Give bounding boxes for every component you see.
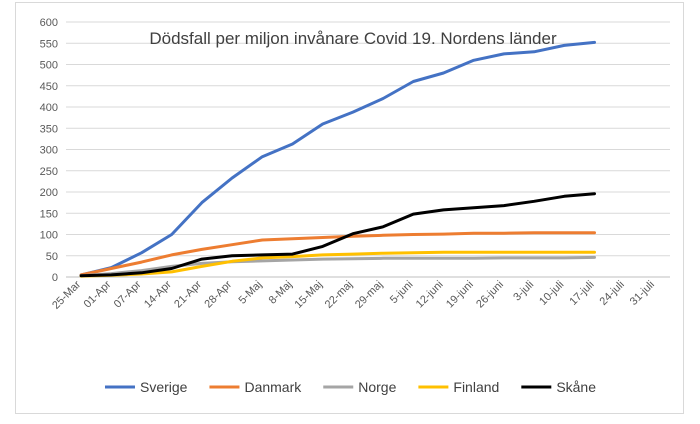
y-tick-label: 600 — [40, 17, 58, 29]
y-tick-label: 200 — [40, 187, 58, 199]
x-tick-label: 5-juni — [388, 279, 416, 307]
line-chart: 0 50 100 150 200 250 300 350 400 450 500 550 600 25-… — [40, 17, 670, 395]
legend-label: Danmark — [244, 379, 302, 395]
y-tick-label: 450 — [40, 81, 58, 93]
x-tick-label: 24-juli — [598, 279, 627, 308]
x-tick-label: 19-juni — [444, 279, 476, 311]
x-tick-label: 3-juli — [511, 279, 536, 304]
x-tick-label: 10-juli — [537, 279, 566, 308]
gridlines — [66, 21, 670, 278]
y-tick-label: 300 — [40, 145, 58, 157]
series-line-finland — [79, 250, 596, 278]
x-tick-label: 07-Apr — [112, 278, 144, 310]
x-tick-label: 12-juni — [414, 279, 446, 311]
y-tick-label: 0 — [52, 272, 58, 284]
x-tick-label: 21-Apr — [172, 278, 204, 310]
y-tick-label: 250 — [40, 166, 58, 178]
chart-area: 0 50 100 150 200 250 300 350 400 450 500 550 600 25-… — [15, 2, 684, 414]
legend-label: Sverige — [140, 379, 188, 395]
x-tick-label: 28-Apr — [202, 278, 234, 310]
y-axis-ticks: 0 50 100 150 200 250 300 350 400 450 500 550 600 — [40, 17, 58, 284]
y-tick-label: 400 — [40, 102, 58, 114]
x-tick-label: 01-Apr — [82, 278, 114, 310]
x-tick-label: 15-Maj — [293, 279, 325, 311]
y-tick-label: 500 — [40, 60, 58, 72]
x-tick-label: 17-juli — [567, 279, 596, 308]
x-tick-label: 29-maj — [353, 279, 385, 311]
y-tick-label: 550 — [40, 38, 58, 50]
x-tick-label: 26-juni — [474, 279, 506, 311]
legend: Sverige Danmark Norge Finland Skåne — [104, 379, 596, 395]
x-tick-label: 22-maj — [323, 279, 355, 311]
legend-item: Sverige — [104, 379, 188, 395]
legend-label: Skåne — [556, 379, 596, 395]
legend-item: Finland — [418, 379, 499, 395]
legend-item: Norge — [323, 379, 397, 395]
series-line-norge — [79, 255, 596, 278]
y-tick-label: 50 — [46, 251, 58, 263]
y-tick-label: 150 — [40, 208, 58, 220]
series-line-skane — [79, 192, 596, 278]
x-tick-label: 14-Apr — [142, 278, 174, 310]
chart-title: Dödsfall per miljon invånare Covid 19. N… — [149, 29, 557, 48]
y-tick-label: 100 — [40, 230, 58, 242]
legend-item: Skåne — [521, 379, 596, 395]
legend-label: Finland — [453, 379, 499, 395]
series-lines — [79, 40, 596, 278]
x-tick-label: 31-juli — [628, 279, 657, 308]
series-line-danmark — [79, 231, 596, 277]
x-tick-label: 8-Maj — [267, 279, 295, 307]
y-tick-label: 350 — [40, 123, 58, 135]
series-line-sverige — [79, 40, 596, 277]
legend-item: Danmark — [209, 379, 302, 395]
x-tick-label: 5-Maj — [236, 279, 264, 307]
legend-label: Norge — [358, 379, 396, 395]
